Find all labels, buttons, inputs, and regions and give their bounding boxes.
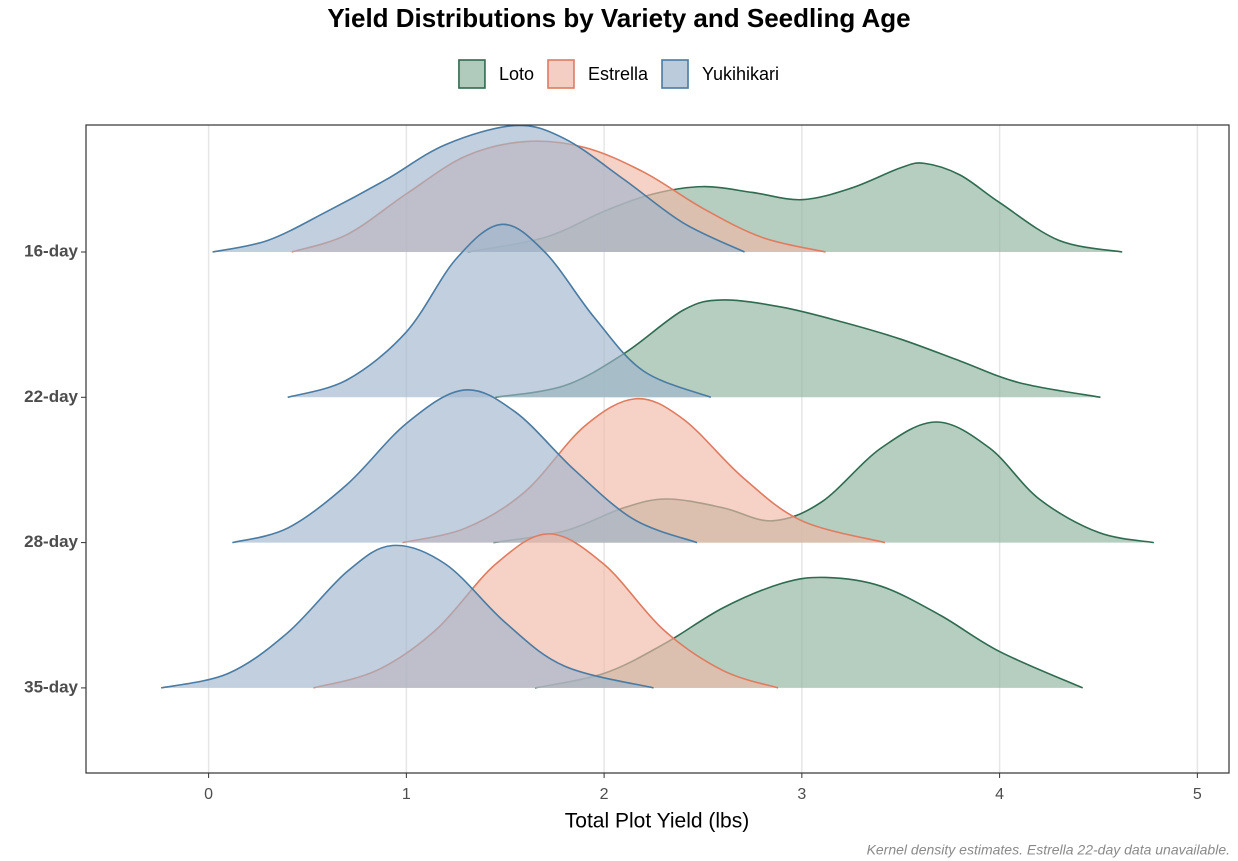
- chart-title: Yield Distributions by Variety and Seedl…: [327, 3, 910, 33]
- ridge-line: [287, 223, 712, 399]
- y-tick-label: 35-day: [24, 677, 78, 696]
- caption: Kernel density estimates. Estrella 22-da…: [867, 842, 1230, 858]
- legend-item: Loto: [458, 59, 534, 89]
- x-axis-title: Total Plot Yield (lbs): [565, 810, 749, 833]
- x-tick-label: 3: [797, 786, 806, 803]
- legend-key: [547, 59, 575, 89]
- x-tick-label: 5: [1193, 786, 1202, 803]
- legend-item: Yukihikari: [661, 59, 779, 89]
- ridge-area: [287, 224, 711, 398]
- legend-label: Loto: [499, 64, 534, 84]
- y-tick-label: 22-day: [24, 387, 78, 406]
- x-tick-label: 2: [600, 786, 609, 803]
- x-tick-label: 1: [402, 786, 411, 803]
- x-tick-label: 4: [995, 786, 1004, 803]
- legend-key: [661, 59, 689, 89]
- ridge-area: [161, 545, 654, 688]
- legend-label: Estrella: [588, 64, 649, 84]
- ridge-line: [232, 389, 698, 544]
- y-tick-label: 16-day: [24, 241, 78, 260]
- legend-key: [458, 59, 486, 89]
- ridge-line: [212, 124, 745, 253]
- legend-item: Estrella: [547, 59, 649, 89]
- legend-label: Yukihikari: [702, 64, 779, 84]
- legend: Loto Estrella Yukihikari: [458, 59, 779, 89]
- ridge-area: [212, 125, 745, 252]
- ridge-line: [160, 544, 654, 689]
- panel-border: [85, 124, 1230, 774]
- x-tick-label: 0: [204, 786, 213, 803]
- y-tick-label: 28-day: [24, 532, 78, 551]
- ridge-area: [232, 389, 698, 543]
